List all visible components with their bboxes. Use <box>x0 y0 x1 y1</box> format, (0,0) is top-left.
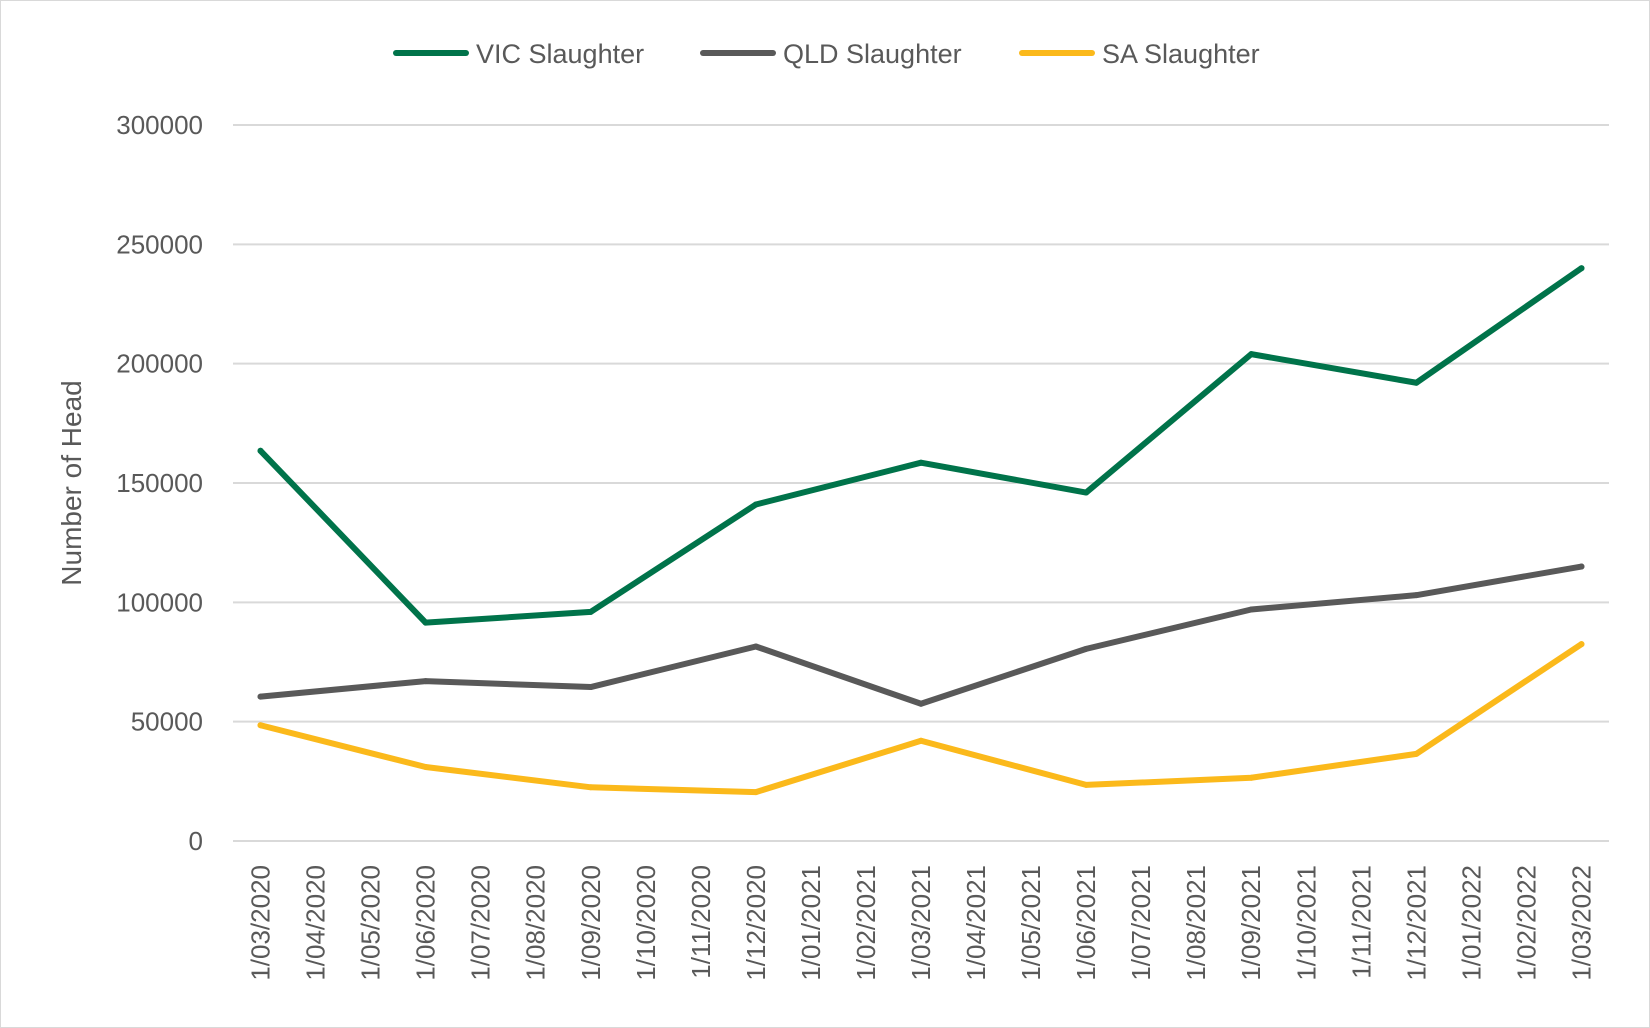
x-tick-label: 1/09/2021 <box>1236 865 1266 981</box>
x-tick-label: 1/03/2021 <box>906 865 936 981</box>
y-tick-label: 300000 <box>116 110 203 140</box>
x-tick-label: 1/01/2021 <box>796 865 826 981</box>
y-tick-label: 100000 <box>116 587 203 617</box>
legend-label: VIC Slaughter <box>476 39 644 69</box>
x-tick-label: 1/11/2020 <box>686 865 716 979</box>
x-tick-label: 1/08/2020 <box>521 865 551 981</box>
y-tick-label: 50000 <box>131 707 203 737</box>
x-tick-label: 1/10/2021 <box>1291 865 1321 981</box>
data-point <box>918 700 924 707</box>
data-point <box>752 789 759 796</box>
data-point <box>918 459 924 466</box>
x-tick-label: 1/02/2022 <box>1511 865 1541 981</box>
series-line <box>257 641 1585 796</box>
y-axis-tick-labels: 0 50000 100000 150000 200000 250000 300000 <box>116 110 203 856</box>
y-tick-label: 250000 <box>116 229 203 259</box>
data-point <box>422 764 429 771</box>
legend: VIC Slaughter QLD Slaughter SA Slaughter <box>393 39 1260 69</box>
y-axis-title: Number of Head <box>56 380 87 585</box>
data-point <box>257 447 264 454</box>
x-tick-label: 1/11/2021 <box>1346 865 1376 979</box>
legend-label: QLD Slaughter <box>783 39 962 69</box>
gridlines <box>233 124 1609 842</box>
data-point <box>1578 563 1585 570</box>
series-lines <box>257 265 1585 796</box>
y-tick-label: 150000 <box>116 468 203 498</box>
data-point <box>1083 489 1090 496</box>
data-point <box>587 784 594 791</box>
data-point <box>1248 606 1255 613</box>
data-point <box>587 684 594 691</box>
x-tick-label: 1/09/2020 <box>576 865 606 981</box>
data-point <box>422 619 429 626</box>
x-tick-label: 1/10/2020 <box>631 865 661 981</box>
data-point <box>1083 781 1090 788</box>
x-tick-label: 1/08/2021 <box>1181 865 1211 981</box>
data-point <box>1578 265 1585 272</box>
x-tick-label: 1/06/2021 <box>1071 865 1101 981</box>
x-tick-label: 1/07/2020 <box>466 865 496 981</box>
data-point <box>752 643 759 650</box>
legend-label: SA Slaughter <box>1102 39 1260 69</box>
x-axis-tick-labels: 1/03/2020 1/04/2020 1/05/2020 1/06/2020 1/07… <box>246 865 1597 981</box>
data-point <box>918 737 924 744</box>
data-point <box>1248 351 1255 358</box>
data-point <box>1413 379 1420 386</box>
x-tick-label: 1/03/2020 <box>246 865 276 981</box>
data-point <box>752 501 759 508</box>
x-tick-label: 1/04/2021 <box>961 865 991 981</box>
data-point <box>1083 645 1090 652</box>
x-tick-label: 1/02/2021 <box>851 865 881 981</box>
x-tick-label: 1/07/2021 <box>1126 865 1156 981</box>
x-tick-label: 1/06/2020 <box>411 865 441 981</box>
y-tick-label: 0 <box>189 826 203 856</box>
data-point <box>587 608 594 615</box>
x-tick-label: 1/12/2020 <box>741 865 771 981</box>
data-point <box>422 678 429 685</box>
data-point <box>1248 774 1255 781</box>
x-tick-label: 1/01/2022 <box>1456 865 1486 981</box>
series-line <box>257 563 1585 707</box>
x-tick-label: 1/05/2020 <box>356 865 386 981</box>
data-point <box>257 693 264 700</box>
x-tick-label: 1/12/2021 <box>1401 865 1431 981</box>
data-point <box>257 722 264 729</box>
data-point <box>1413 592 1420 599</box>
data-point <box>1578 641 1585 648</box>
series-line <box>257 265 1585 626</box>
x-tick-label: 1/05/2021 <box>1016 865 1046 981</box>
y-tick-label: 200000 <box>116 349 203 379</box>
x-tick-label: 1/03/2022 <box>1566 865 1596 981</box>
data-point <box>1413 750 1420 757</box>
x-tick-label: 1/04/2020 <box>301 865 331 981</box>
